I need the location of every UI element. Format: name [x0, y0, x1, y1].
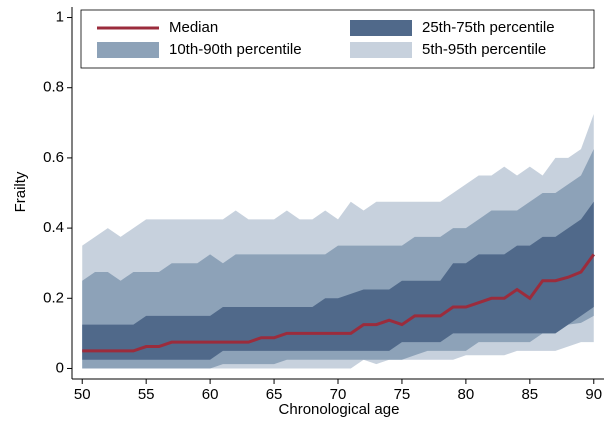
y-tick-label: 0.4: [43, 219, 64, 236]
legend-key: [97, 42, 159, 58]
y-tick-label: 1: [56, 8, 64, 25]
band: [82, 201, 594, 360]
x-tick-label: 85: [521, 386, 538, 403]
y-tick-label: 0.6: [43, 149, 64, 166]
x-tick-label: 60: [202, 386, 219, 403]
legend-label: 25th-75th percentile: [422, 19, 555, 36]
x-tick-label: 55: [138, 386, 155, 403]
x-tick-label: 90: [585, 386, 602, 403]
legend-label: 10th-90th percentile: [169, 41, 302, 58]
y-axis-title: Frailty: [12, 171, 29, 212]
legend-key: [350, 20, 412, 36]
y-tick-label: 0: [56, 359, 64, 376]
x-tick-label: 75: [394, 386, 411, 403]
x-tick-label: 80: [458, 386, 475, 403]
median-line: [82, 253, 595, 353]
x-tick-label: 65: [266, 386, 283, 403]
x-tick-label: 50: [74, 386, 91, 403]
legend-key: [350, 42, 412, 58]
y-tick-label: 0.8: [43, 79, 64, 96]
x-tick-label: 70: [330, 386, 347, 403]
legend-label: 5th-95th percentile: [422, 41, 546, 58]
legend-label: Median: [169, 19, 218, 36]
y-tick-label: 0.2: [43, 289, 64, 306]
x-axis-title: Chronological age: [279, 401, 400, 418]
legend-box: [80, 9, 595, 69]
